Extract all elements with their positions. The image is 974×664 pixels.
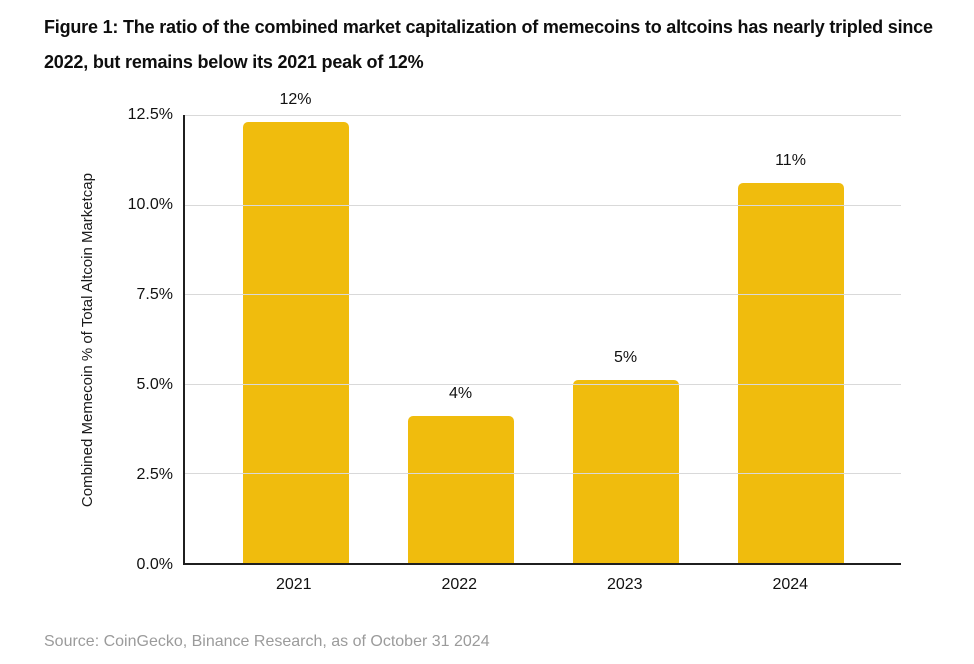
y-tick-label: 7.5% — [136, 286, 173, 303]
y-tick-label: 5.0% — [136, 376, 173, 393]
bar-column: 11% — [708, 115, 873, 563]
bar-value-label: 4% — [448, 385, 473, 403]
x-tick-label: 2022 — [441, 576, 478, 593]
plot-area: 12% 4% 5% 11% — [183, 91, 901, 565]
bar-value-label: 11% — [775, 152, 806, 170]
bar-column: 4% — [378, 115, 543, 563]
y-tick-label: 2.5% — [136, 466, 173, 483]
y-tick-label: 10.0% — [127, 196, 173, 213]
x-axis-tick-labels: 2021 2022 2023 2024 — [183, 575, 901, 595]
bar-value-label: 12% — [279, 91, 312, 109]
y-axis-tick-labels: 0.0% 2.5% 5.0% 7.5% 10.0% 12.5% — [0, 106, 173, 573]
bar-2022 — [407, 416, 514, 563]
bar-2021 — [242, 122, 349, 563]
gridline — [185, 115, 901, 116]
y-tick-label: 0.0% — [136, 556, 173, 573]
bar-column: 12% — [213, 91, 378, 563]
bar-2023 — [572, 380, 679, 563]
gridline — [185, 473, 901, 475]
gridline — [185, 383, 901, 385]
gridline — [185, 204, 901, 206]
x-tick-label: 2021 — [275, 576, 312, 593]
source-attribution: Source: CoinGecko, Binance Research, as … — [44, 633, 490, 650]
figure-title: Figure 1: The ratio of the combined mark… — [44, 17, 933, 72]
x-tick-label: 2024 — [772, 576, 809, 593]
bars-row: 12% 4% 5% 11% — [185, 91, 901, 563]
y-tick-label: 12.5% — [127, 106, 173, 123]
bar-2024 — [737, 183, 844, 563]
gridline — [185, 294, 901, 296]
bar-value-label: 5% — [613, 349, 638, 367]
bar-column: 5% — [543, 115, 708, 563]
x-tick-label: 2023 — [606, 576, 643, 593]
